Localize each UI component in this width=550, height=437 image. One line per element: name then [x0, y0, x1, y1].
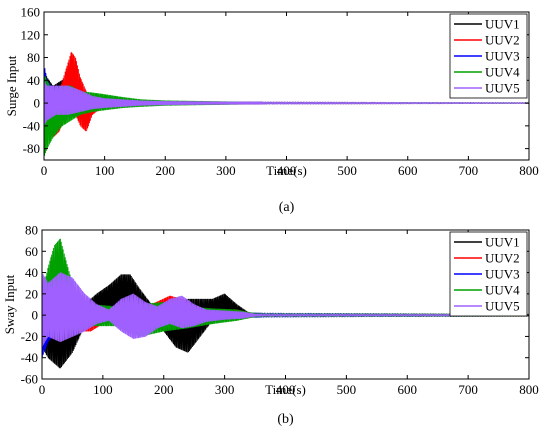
- y-tick-label: -60: [21, 372, 38, 387]
- x-tick-label: 200: [156, 163, 176, 178]
- x-tick-label: 300: [215, 382, 235, 397]
- panel-label: (b): [277, 412, 294, 427]
- y-axis-label: Sway Input: [2, 274, 17, 334]
- panel-label: (a): [279, 200, 295, 215]
- y-tick-label: -40: [23, 118, 40, 133]
- x-tick-label: 800: [519, 163, 539, 178]
- y-tick-label: 80: [25, 223, 38, 238]
- y-tick-label: 0: [34, 96, 41, 111]
- chart-panel-2: 0 100 200 300 400 500 600 700 800 -60 -40 -20 0 20 40 6…: [2, 223, 539, 428]
- x-tick-label: 400: [277, 163, 297, 178]
- legend-label: UUV3: [485, 267, 520, 282]
- x-tick-label: 700: [458, 382, 478, 397]
- x-tick-label: 0: [41, 163, 48, 178]
- legend-label: UUV4: [485, 65, 520, 80]
- x-tick-label: 200: [154, 382, 174, 397]
- series-line-uuv5: [42, 272, 529, 347]
- y-tick-label: 80: [27, 50, 40, 65]
- legend-label: UUV4: [485, 283, 520, 298]
- x-tick-label: 500: [337, 163, 357, 178]
- y-tick-label: 40: [27, 73, 40, 88]
- legend-label: UUV3: [485, 49, 520, 64]
- y-tick-label: 0: [32, 308, 39, 323]
- legend-label: UUV1: [485, 17, 520, 32]
- x-tick-label: 600: [398, 163, 418, 178]
- y-tick-label: -40: [21, 350, 38, 365]
- y-axis-label: Surge Input: [4, 55, 19, 116]
- legend-label: UUV2: [485, 33, 520, 48]
- y-tick-label: -80: [23, 141, 40, 156]
- x-tick-label: 0: [39, 382, 46, 397]
- x-axis-label: Time(s): [265, 382, 306, 397]
- legend-label: UUV5: [485, 299, 520, 314]
- x-tick-label: 700: [459, 163, 479, 178]
- y-tick-label: 20: [25, 286, 38, 301]
- x-tick-label: 400: [276, 382, 296, 397]
- y-tick-label: -20: [21, 329, 38, 344]
- x-tick-label: 600: [398, 382, 418, 397]
- y-tick-label: 40: [25, 265, 38, 280]
- legend-label: UUV1: [485, 235, 520, 250]
- legend-label: UUV2: [485, 251, 520, 266]
- x-tick-label: 800: [519, 382, 539, 397]
- x-tick-label: 300: [216, 163, 236, 178]
- x-tick-label: 500: [337, 382, 357, 397]
- y-tick-label: 160: [21, 5, 41, 20]
- y-tick-label: 120: [21, 27, 41, 42]
- series-line-uuv5: [44, 80, 529, 126]
- x-tick-label: 100: [95, 163, 115, 178]
- legend-label: UUV5: [485, 81, 520, 96]
- y-tick-label: 60: [25, 244, 38, 259]
- x-axis-label: Time(s): [266, 163, 307, 178]
- x-tick-label: 100: [93, 382, 113, 397]
- chart-panel-1: 0 100 200 300 400 500 600 700 800 -80 -40 0 40 80 120 1…: [4, 5, 539, 216]
